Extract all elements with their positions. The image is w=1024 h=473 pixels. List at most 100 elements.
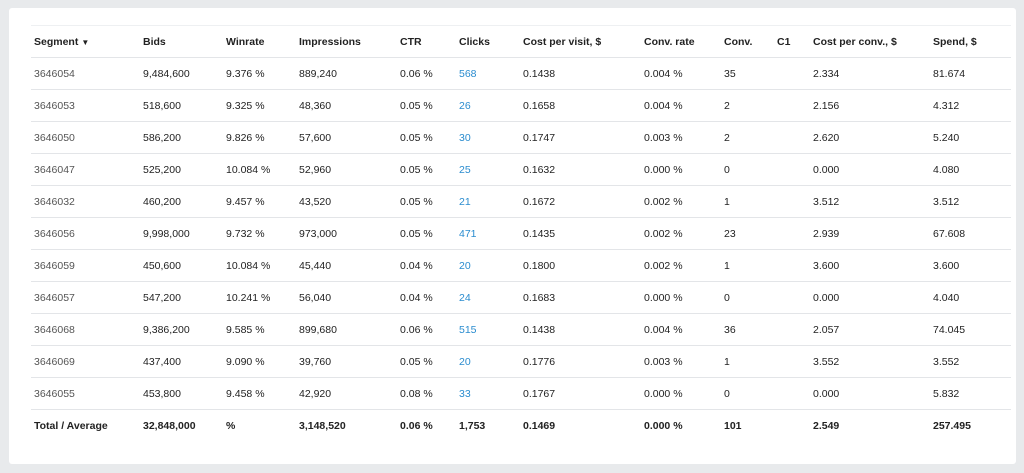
table-row: 3646050 586,200 9.826 % 57,600 0.05 % 30 0.174…	[31, 122, 1011, 154]
segment-cell: 3646053	[34, 99, 75, 112]
clicks-link[interactable]: 20	[459, 355, 471, 368]
ctr-cell: 0.04 %	[400, 259, 433, 272]
spend-cell: 67.608	[933, 227, 966, 240]
totals-bids: 32,848,000	[143, 419, 196, 432]
spend-cell: 74.045	[933, 323, 966, 336]
winrate-cell: 9.732 %	[226, 227, 265, 240]
bids-cell: 586,200	[143, 131, 181, 144]
cost-per-conv-cell: 3.512	[813, 195, 840, 208]
table-row: 3646056 9,998,000 9.732 % 973,000 0.05 % 471 0…	[31, 218, 1011, 250]
segment-cell: 3646069	[34, 355, 75, 368]
column-header-cost-per-conv[interactable]: Cost per conv., $	[813, 35, 897, 48]
c1-cell	[774, 154, 810, 186]
clicks-link[interactable]: 20	[459, 259, 471, 272]
column-header-segment[interactable]: Segment ▼	[31, 26, 140, 58]
bids-cell: 450,600	[143, 259, 181, 272]
ctr-cell: 0.05 %	[400, 99, 433, 112]
cost-per-visit-cell: 0.1776	[523, 355, 556, 368]
totals-label: Total / Average	[34, 419, 108, 432]
clicks-link[interactable]: 21	[459, 195, 471, 208]
clicks-link[interactable]: 24	[459, 291, 471, 304]
clicks-link[interactable]: 33	[459, 387, 471, 400]
conv-cell: 35	[724, 67, 736, 80]
conv-cell: 1	[724, 355, 730, 368]
impressions-cell: 39,760	[299, 355, 332, 368]
clicks-link[interactable]: 30	[459, 131, 471, 144]
c1-cell	[774, 90, 810, 122]
table-row: 3646047 525,200 10.084 % 52,960 0.05 % 25 0.16…	[31, 154, 1011, 186]
bids-cell: 453,800	[143, 387, 181, 400]
totals-impressions: 3,148,520	[299, 419, 346, 432]
totals-row: Total / Average 32,848,000 % 3,148,520 0…	[31, 410, 1011, 442]
column-header-label: Segment	[34, 35, 79, 48]
spend-cell: 3.512	[933, 195, 960, 208]
conv-rate-cell: 0.002 %	[644, 227, 683, 240]
clicks-link[interactable]: 515	[459, 323, 477, 336]
impressions-cell: 899,680	[299, 323, 337, 336]
spend-cell: 3.552	[933, 355, 960, 368]
segment-cell: 3646056	[34, 227, 75, 240]
spend-cell: 4.040	[933, 291, 960, 304]
conv-rate-cell: 0.004 %	[644, 99, 683, 112]
conv-rate-cell: 0.000 %	[644, 387, 683, 400]
conv-rate-cell: 0.003 %	[644, 131, 683, 144]
spend-cell: 5.832	[933, 387, 960, 400]
segment-cell: 3646068	[34, 323, 75, 336]
column-header-impressions[interactable]: Impressions	[299, 35, 361, 48]
sort-down-icon[interactable]: ▼	[81, 37, 90, 47]
column-header-spend[interactable]: Spend, $	[933, 35, 977, 48]
bids-cell: 460,200	[143, 195, 181, 208]
column-header-c1[interactable]: C1	[777, 35, 791, 48]
impressions-cell: 43,520	[299, 195, 332, 208]
ctr-cell: 0.05 %	[400, 355, 433, 368]
c1-cell	[774, 314, 810, 346]
conv-cell: 36	[724, 323, 736, 336]
winrate-cell: 9.585 %	[226, 323, 265, 336]
c1-cell	[774, 186, 810, 218]
table-row: 3646059 450,600 10.084 % 45,440 0.04 % 20 0.18…	[31, 250, 1011, 282]
clicks-link[interactable]: 471	[459, 227, 477, 240]
impressions-cell: 973,000	[299, 227, 337, 240]
segment-cell: 3646047	[34, 163, 75, 176]
column-header-cost-per-visit[interactable]: Cost per visit, $	[523, 35, 602, 48]
table-body: 3646054 9,484,600 9.376 % 889,240 0.06 % 568 0…	[31, 58, 1011, 410]
clicks-link[interactable]: 25	[459, 163, 471, 176]
column-header-clicks[interactable]: Clicks	[459, 35, 490, 48]
clicks-link[interactable]: 568	[459, 67, 477, 80]
column-header-bids[interactable]: Bids	[143, 35, 166, 48]
header-row: Segment ▼ Bids Winrate Impressions CTR Cl…	[31, 25, 1011, 58]
totals-conv: 101	[724, 419, 742, 432]
cost-per-conv-cell: 0.000	[813, 163, 840, 176]
table-row: 3646068 9,386,200 9.585 % 899,680 0.06 % 515 0…	[31, 314, 1011, 346]
cost-per-visit-cell: 0.1747	[523, 131, 556, 144]
totals-clicks: 1,753	[459, 419, 486, 432]
impressions-cell: 57,600	[299, 131, 332, 144]
bids-cell: 518,600	[143, 99, 181, 112]
table-row: 3646069 437,400 9.090 % 39,760 0.05 % 20 0.177…	[31, 346, 1011, 378]
cost-per-visit-cell: 0.1683	[523, 291, 556, 304]
totals-spend: 257.495	[933, 419, 971, 432]
cost-per-visit-cell: 0.1438	[523, 67, 556, 80]
cost-per-conv-cell: 2.939	[813, 227, 840, 240]
conv-rate-cell: 0.000 %	[644, 291, 683, 304]
segment-cell: 3646059	[34, 259, 75, 272]
totals-cost-per-conv: 2.549	[813, 419, 840, 432]
clicks-link[interactable]: 26	[459, 99, 471, 112]
column-header-conv-rate[interactable]: Conv. rate	[644, 35, 695, 48]
totals-winrate: %	[226, 419, 236, 432]
spend-cell: 4.312	[933, 99, 960, 112]
column-header-conv[interactable]: Conv.	[724, 35, 753, 48]
bids-cell: 9,484,600	[143, 67, 190, 80]
conv-rate-cell: 0.003 %	[644, 355, 683, 368]
column-header-winrate[interactable]: Winrate	[226, 35, 265, 48]
cost-per-visit-cell: 0.1632	[523, 163, 556, 176]
column-header-ctr[interactable]: CTR	[400, 35, 422, 48]
impressions-cell: 48,360	[299, 99, 332, 112]
ctr-cell: 0.06 %	[400, 323, 433, 336]
c1-cell	[774, 250, 810, 282]
spend-cell: 3.600	[933, 259, 960, 272]
winrate-cell: 9.826 %	[226, 131, 265, 144]
report-card: Segment ▼ Bids Winrate Impressions CTR Cl…	[9, 8, 1016, 464]
ctr-cell: 0.06 %	[400, 67, 433, 80]
impressions-cell: 45,440	[299, 259, 332, 272]
